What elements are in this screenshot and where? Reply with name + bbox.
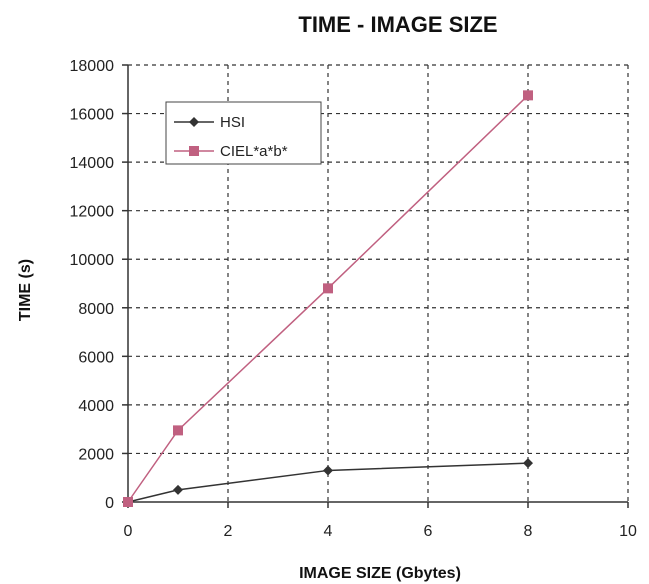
y-tick-label: 10000 — [70, 252, 115, 269]
series-line-1 — [127, 94, 529, 503]
y-tick-label: 16000 — [70, 107, 115, 124]
legend-marker-0 — [189, 117, 199, 127]
legend-marker-1 — [189, 146, 199, 156]
data-point-0-1 — [173, 484, 183, 495]
x-tick-label: 6 — [424, 523, 433, 540]
legend-label-0: HSI — [220, 114, 245, 131]
data-point-1-0 — [123, 497, 133, 507]
data-point-1-1 — [173, 425, 183, 436]
x-tick-label: 8 — [524, 523, 533, 540]
legend-entry-1: CIEL*a*b* — [174, 143, 288, 160]
y-tick-label: 12000 — [70, 204, 115, 221]
chart-title: TIME - IMAGE SIZE — [298, 12, 497, 37]
tick-labels: 0 2000 4000 6000 8000 10000 12000 14000 16000 180… — [70, 58, 638, 540]
y-tick-label: 18000 — [70, 58, 115, 75]
y-tick-label: 14000 — [70, 155, 115, 172]
y-tick-label: 0 — [105, 495, 114, 512]
data-point-1-2 — [323, 283, 333, 294]
legend-label-1: CIEL*a*b* — [220, 143, 288, 160]
data-point-1-3 — [523, 90, 533, 101]
y-tick-label: 4000 — [78, 398, 114, 415]
y-axis-label: TIME (s) — [17, 259, 34, 321]
series-line-0 — [127, 462, 529, 503]
x-tick-label: 0 — [124, 523, 133, 540]
y-tick-label: 2000 — [78, 446, 114, 463]
x-tick-label: 4 — [324, 523, 333, 540]
y-tick-label: 6000 — [78, 349, 114, 366]
y-tick-label: 8000 — [78, 301, 114, 318]
data-point-0-3 — [523, 458, 533, 469]
x-tick-label: 10 — [619, 523, 637, 540]
x-axis-label: IMAGE SIZE (Gbytes) — [299, 565, 461, 582]
series-1 — [123, 90, 533, 507]
series-lines — [123, 90, 533, 507]
data-point-0-2 — [323, 465, 333, 476]
legend-entry-0: HSI — [174, 114, 245, 131]
legend: HSI CIEL*a*b* — [165, 101, 322, 165]
x-tick-label: 2 — [224, 523, 233, 540]
